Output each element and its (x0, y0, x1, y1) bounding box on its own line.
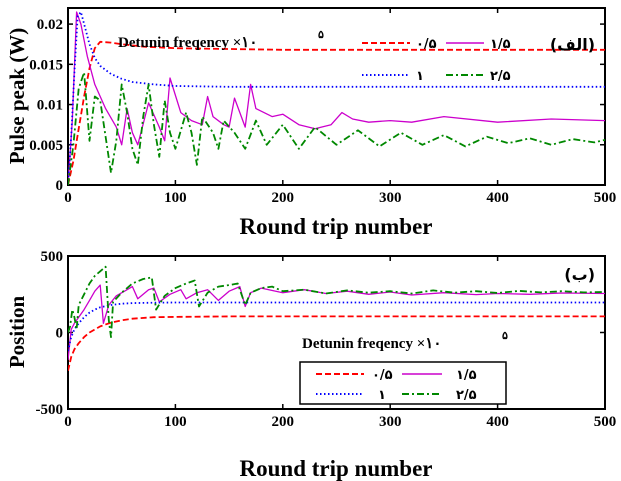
legend-label-series-1: ۰/۵ (372, 368, 393, 383)
legend: ۰/۵ ۱/۵ ۱ ۲/۵ (299, 361, 507, 405)
legend-label-series-4: ۲/۵ (456, 388, 477, 403)
y-tick-label: 0.015 (29, 57, 63, 73)
detuning-annotation: Detunin freqency ×۱۰ (118, 35, 257, 51)
series-line-3 (68, 301, 605, 352)
x-axis-label: Round trip number (240, 214, 433, 239)
x-tick-label: 300 (379, 190, 402, 206)
y-tick-label: -500 (36, 402, 64, 418)
annotation-superscript: ۵ (318, 29, 324, 41)
y-tick-label: 0 (56, 326, 64, 342)
x-tick-label: 500 (594, 414, 617, 430)
series-line-1 (68, 315, 605, 372)
y-axis-label: Pulse peak (W) (5, 28, 29, 165)
series-line-2 (68, 11, 605, 185)
chart-panel-top: 0 100 200 300 400 500 0 0.005 0.01 0.015 0.02 Detu… (5, 7, 617, 239)
y-axis-label: Position (5, 296, 29, 369)
y-tick-label: 0.01 (37, 98, 63, 114)
y-tick-label: 500 (41, 249, 64, 265)
panel-label: (الف) (550, 35, 595, 54)
series-line-1 (68, 40, 605, 185)
x-tick-label: 100 (164, 190, 187, 206)
series-line-3 (68, 11, 605, 185)
y-tick-label: 0.005 (29, 138, 63, 154)
x-tick-label: 0 (64, 190, 72, 206)
panel-label: (ب) (564, 265, 595, 284)
legend-label-series-2: ۱/۵ (456, 368, 477, 383)
legend-label-series-3: ۱ (378, 388, 386, 403)
x-tick-label: 0 (64, 414, 72, 430)
legend: ۰/۵ ۱/۵ ۱ ۲/۵ (362, 37, 511, 84)
y-tick-label: 0.02 (37, 17, 63, 33)
series-line-2 (68, 284, 605, 361)
x-tick-label: 300 (379, 414, 402, 430)
x-tick-label: 200 (272, 190, 295, 206)
legend-label-series-2: ۱/۵ (490, 37, 511, 52)
detuning-annotation: Detunin freqency ×۱۰ (302, 336, 441, 352)
series-line-4 (68, 265, 605, 339)
legend-label-series-1: ۰/۵ (416, 37, 437, 52)
x-tick-label: 200 (272, 414, 295, 430)
x-axis-label: Round trip number (240, 456, 433, 481)
x-tick-label: 100 (164, 414, 187, 430)
x-tick-label: 500 (594, 190, 617, 206)
x-tick-label: 400 (486, 414, 509, 430)
y-tick-label: 0 (56, 178, 64, 194)
legend-label-series-3: ۱ (416, 69, 424, 84)
legend-box (299, 361, 507, 405)
x-tick-label: 400 (486, 190, 509, 206)
annotation-superscript: ۵ (502, 330, 508, 342)
legend-label-series-4: ۲/۵ (490, 69, 511, 84)
plot-frame (67, 7, 606, 186)
